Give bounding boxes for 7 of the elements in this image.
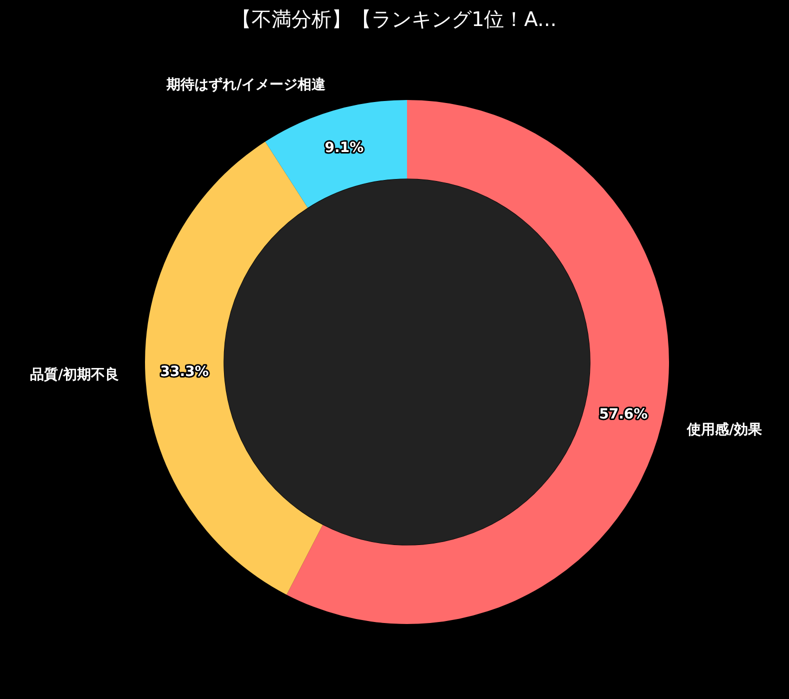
data-label: 9.1% xyxy=(324,140,364,156)
slice-label: 期待はずれ/イメージ相違 xyxy=(166,77,327,94)
data-label: 33.3% xyxy=(160,364,209,380)
slice-label: 使用感/効果 xyxy=(686,422,764,438)
chart-title: 【不満分析】【ランキング1位！A... xyxy=(231,7,557,32)
data-label: 57.6% xyxy=(599,406,648,422)
slice-label: 品質/初期不良 xyxy=(30,366,120,384)
